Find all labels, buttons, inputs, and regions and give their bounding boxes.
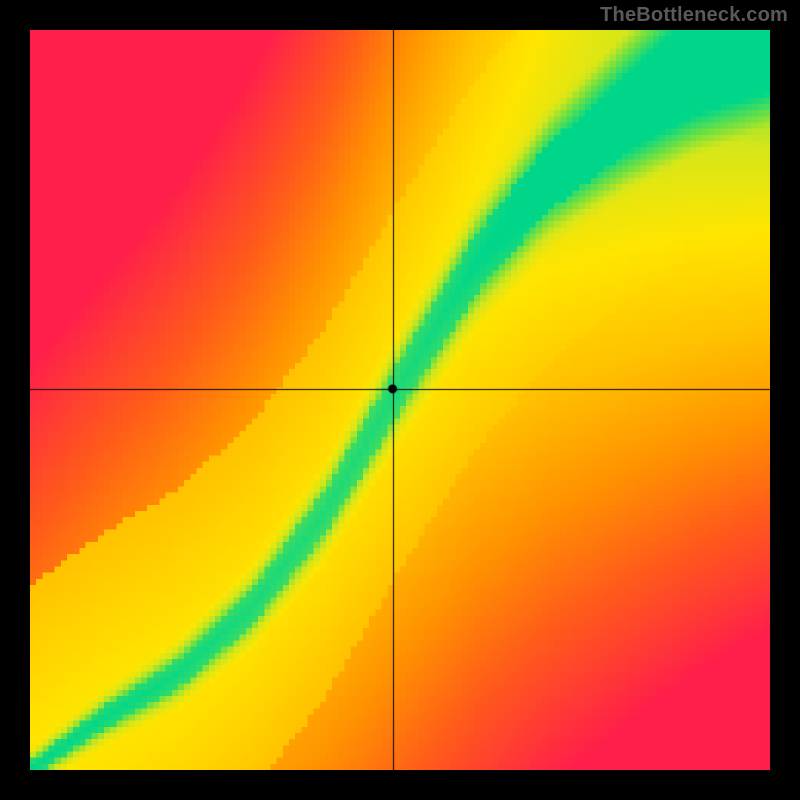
bottleneck-heatmap: [30, 30, 770, 770]
watermark-text: TheBottleneck.com: [600, 4, 788, 27]
chart-container: TheBottleneck.com: [0, 0, 800, 800]
